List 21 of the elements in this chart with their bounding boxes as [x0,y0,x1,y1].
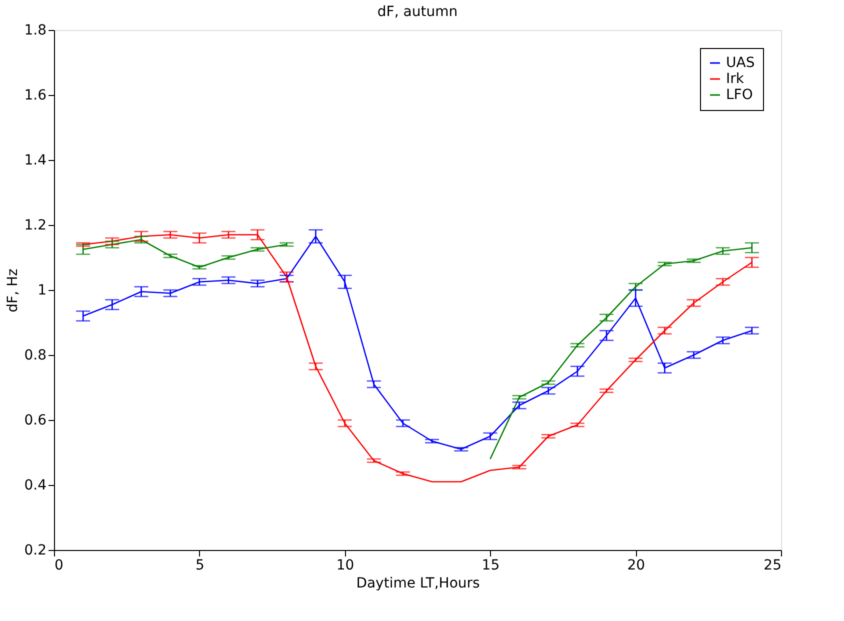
x-tick-label: 5 [195,558,204,574]
y-tick-label: 1.8 [24,22,46,38]
x-tick-label: 20 [627,558,646,574]
y-tick-label: 0.8 [24,348,46,364]
y-tick-label: 0.6 [24,412,47,428]
y-tick-label: 0.4 [24,478,47,494]
y-tick-label: 0.2 [24,542,46,558]
x-tick-label: 0 [54,558,64,574]
y-tick-label: 1 [38,282,46,298]
legend-label: LFO [726,87,753,103]
legend-label: Irk [726,71,745,87]
x-axis-title: Daytime LT,Hours [356,576,480,592]
legend-label: UAS [726,55,755,71]
x-tick-label: 15 [482,558,500,574]
x-tick-label: 10 [336,558,354,574]
y-axis-title: dF, Hz [5,268,22,312]
y-tick-label: 1.6 [24,88,47,104]
y-tick-label: 1.2 [24,218,46,234]
x-tick-label: 25 [764,558,782,574]
chart-title: dF, autumn [377,4,458,20]
y-tick-label: 1.4 [24,152,47,168]
